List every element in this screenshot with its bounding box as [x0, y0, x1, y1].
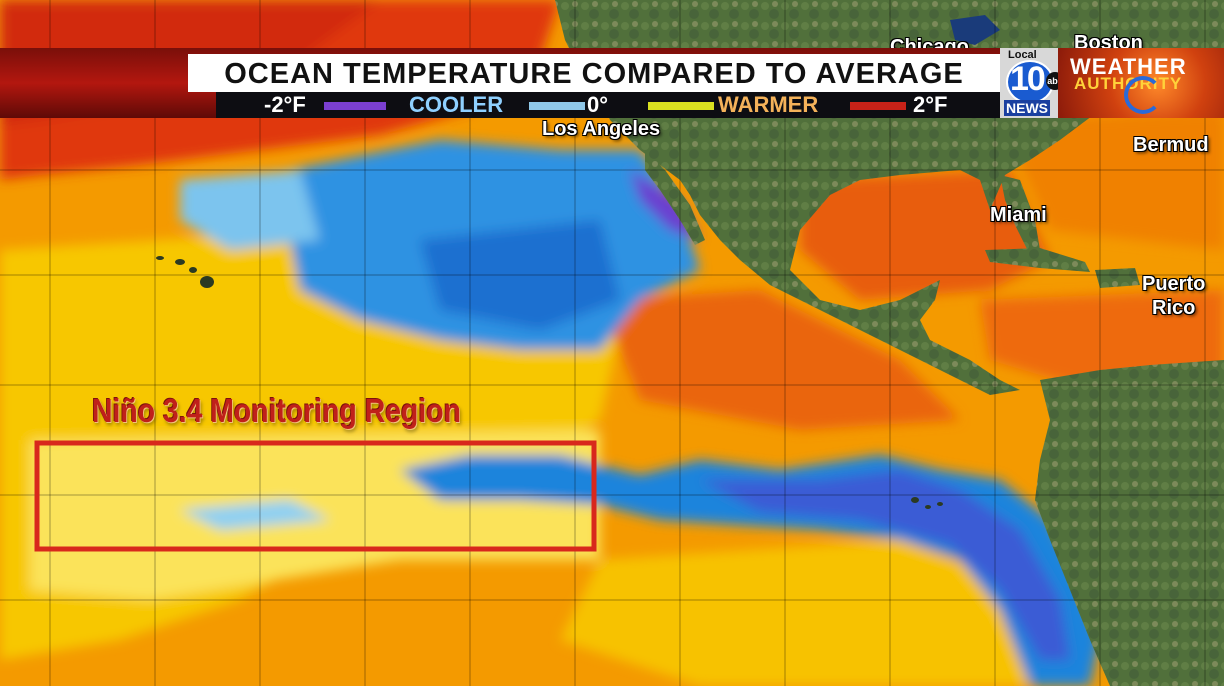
slight-cool-patch: [180, 170, 320, 250]
neutral-band-east: [560, 540, 1060, 686]
station-logo: Local 10 NEWS abc WEATHER AUTHORITY: [1000, 48, 1224, 118]
local-text: Local: [1008, 49, 1037, 61]
nino-3-4-region-box: [34, 440, 597, 552]
header-banner: OCEAN TEMPERATURE COMPARED TO AVERAGE -2…: [0, 48, 1224, 118]
station-word: NEWS: [1004, 100, 1050, 116]
weather-authority-line1: WEATHER: [1070, 54, 1187, 79]
cuba: [985, 248, 1090, 272]
map-title: OCEAN TEMPERATURE COMPARED TO AVERAGE: [224, 58, 964, 90]
scale-max-label: 2°F: [913, 92, 948, 117]
warm-anomaly-atlantic: [1000, 110, 1224, 250]
scale-segment-purple: [324, 102, 386, 110]
scale-zero-label: 0°: [587, 92, 609, 117]
warm-anomaly-mexico-coast: [600, 290, 960, 430]
city-label-los-angeles: Los Angeles: [542, 118, 661, 140]
equatorial-cold-tongue-core: [700, 470, 1070, 660]
slight-cool-tongue-edge: [180, 500, 330, 530]
cool-anomaly-offshore: [420, 220, 620, 330]
city-label-puerto-rico: Puerto Rico: [1142, 272, 1205, 320]
scale-cooler-label: COOLER: [409, 92, 504, 117]
hispaniola: [1095, 268, 1140, 288]
temperature-scale-bar: -2°F COOLER 0° WARMER 2°F: [216, 92, 1000, 118]
scale-min-label: -2°F: [264, 92, 306, 117]
city-label-miami: Miami: [990, 204, 1047, 226]
florida: [1000, 175, 1040, 255]
scale-warmer-label: WARMER: [718, 92, 819, 117]
scale-segment-yellow: [648, 102, 714, 110]
weather-authority-logo: WEATHER AUTHORITY: [1058, 48, 1224, 118]
baja-california: [645, 150, 705, 245]
nino-region-label: Niño 3.4 Monitoring Region: [92, 392, 461, 429]
great-lakes: [950, 15, 1000, 45]
city-label-bermuda: Bermud: [1133, 134, 1209, 156]
city-label-puerto-rico-line2: Rico: [1152, 297, 1196, 319]
local10-logo: Local 10 NEWS abc: [1000, 48, 1064, 118]
hawaii-islands: [156, 256, 214, 288]
city-label-puerto-rico-line1: Puerto: [1142, 273, 1206, 295]
station-number: 10: [1010, 60, 1046, 98]
south-america: [1035, 360, 1224, 686]
galapagos-islands: [911, 497, 943, 509]
title-box: OCEAN TEMPERATURE COMPARED TO AVERAGE: [188, 54, 1000, 92]
weather-swirl-icon: [1124, 76, 1162, 114]
scale-segment-red: [850, 102, 906, 110]
scale-segment-lightblue: [529, 102, 585, 110]
